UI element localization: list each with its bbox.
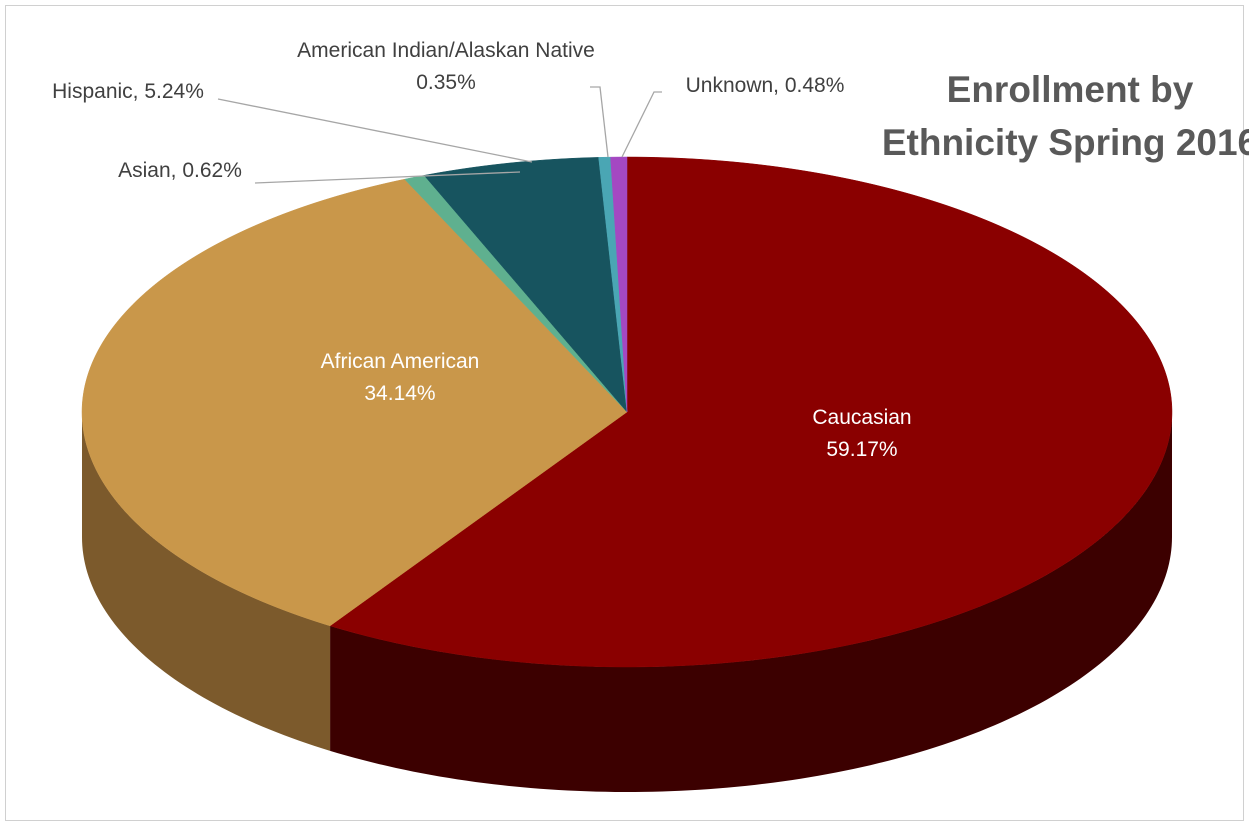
data-label: African American 34.14% (321, 350, 480, 405)
chart-title: Enrollment by Ethnicity Spring 2016 (882, 69, 1249, 163)
label-line: Caucasian (812, 406, 911, 429)
leader-line (590, 86, 609, 158)
data-label: Caucasian 59.17% (812, 406, 911, 461)
data-label: American Indian/Alaskan Native 0.35% (297, 39, 595, 94)
label-line: Unknown, 0.48% (686, 74, 845, 97)
leader-line (217, 98, 533, 163)
label-line: 0.35% (416, 71, 476, 94)
slice (423, 157, 628, 413)
label-line: Ethnicity Spring 2016 (882, 122, 1249, 163)
slice (81, 178, 628, 627)
slice-side (330, 412, 1172, 792)
label-line: African American (321, 350, 480, 373)
label-line: Asian, 0.62% (118, 159, 242, 182)
leader-line (621, 91, 662, 158)
slice-side (82, 412, 331, 751)
data-label: Unknown, 0.48% (686, 74, 845, 97)
data-label: Hispanic, 5.24% (52, 80, 204, 103)
label-line: Hispanic, 5.24% (52, 80, 204, 103)
data-label: Asian, 0.62% (118, 159, 242, 182)
slice (329, 156, 1173, 668)
label-line: 34.14% (364, 382, 435, 405)
label-line: 59.17% (826, 438, 897, 461)
label-line: Enrollment by (947, 69, 1194, 110)
label-line: American Indian/Alaskan Native (297, 39, 595, 62)
slice (610, 156, 628, 413)
leader-line (254, 171, 521, 184)
